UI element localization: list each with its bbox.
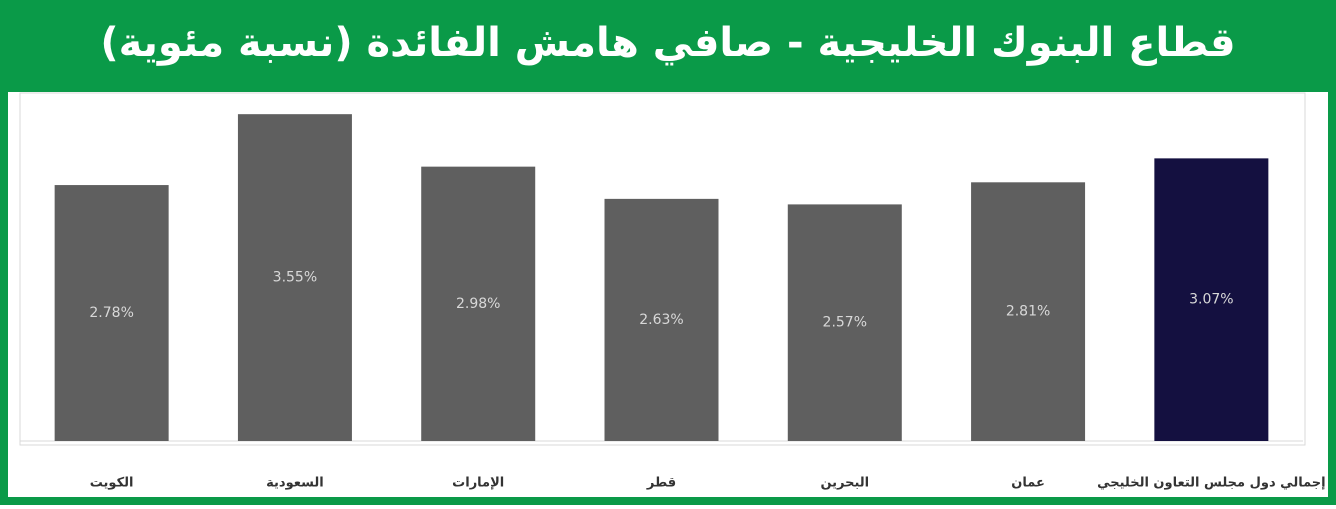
x-tick-label: عمان xyxy=(1011,476,1045,491)
data-label: 2.57% xyxy=(823,315,867,331)
data-label: 2.63% xyxy=(639,312,683,328)
data-label: 3.07% xyxy=(1189,292,1233,308)
x-tick-label: البحرين xyxy=(820,476,869,491)
data-label: 2.98% xyxy=(456,296,500,312)
bar xyxy=(787,204,902,441)
x-tick-label: السعودية xyxy=(266,476,324,491)
chart-title: قطاع البنوك الخليجية - صافي هامش الفائدة… xyxy=(100,20,1235,66)
x-tick-label: الإمارات xyxy=(452,476,504,491)
x-tick-label: الكويت xyxy=(90,476,134,491)
x-tick-label: قطر xyxy=(646,476,676,491)
bar xyxy=(237,114,352,441)
bar xyxy=(1154,158,1269,441)
bar xyxy=(604,198,719,441)
bar xyxy=(971,182,1086,442)
bar xyxy=(54,185,169,441)
data-label: 3.55% xyxy=(273,270,317,286)
data-label: 2.78% xyxy=(89,305,133,321)
bar xyxy=(421,166,536,441)
plot-area xyxy=(19,92,1306,446)
x-tick-label: إجمالي دول مجلس التعاون الخليجي xyxy=(1097,476,1326,491)
data-label: 2.81% xyxy=(1006,304,1050,320)
